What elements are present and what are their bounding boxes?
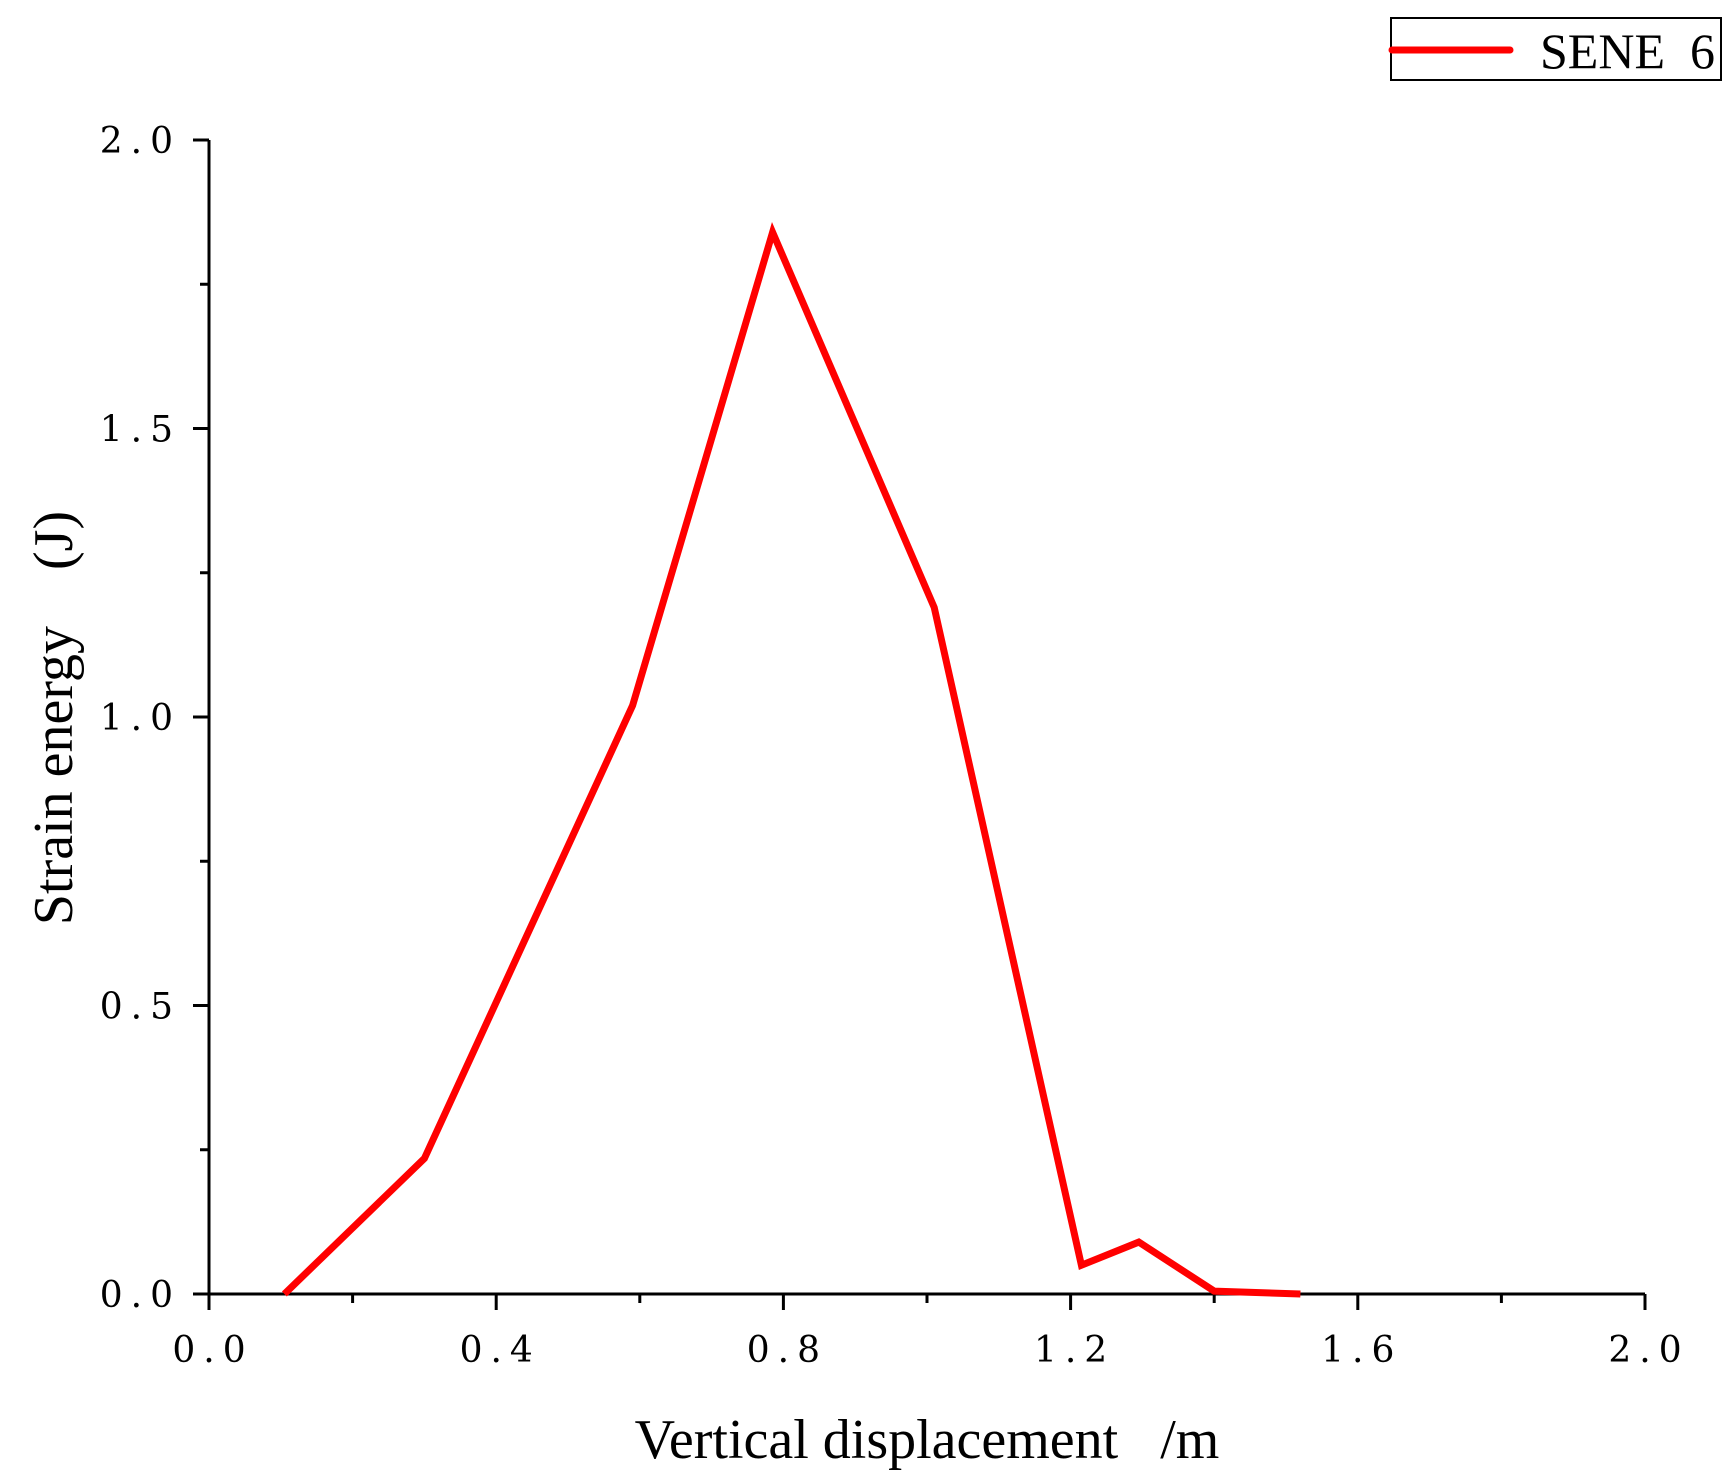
x-tick-label: 0.8 [747,1330,828,1371]
series-line [281,222,1301,1298]
axes [207,140,1645,1296]
x-tick-label: 1.2 [1034,1330,1115,1371]
y-tick-label: 2.0 [100,121,181,162]
x-ticks: 0.0 0.4 0.8 1.2 1.6 2.0 [172,1294,1689,1371]
y-tick-label: 0.0 [100,1275,181,1316]
y-axis-title: Strain energy (J) [23,511,85,925]
x-tick-label: 0.0 [172,1330,253,1371]
y-ticks: 0.0 0.5 1.0 1.5 2.0 [100,121,209,1316]
y-tick-label: 1.5 [100,410,181,451]
y-tick-label: 0.5 [100,987,181,1028]
x-tick-label: 2.0 [1608,1330,1689,1371]
series-layer [281,222,1301,1298]
x-tick-label: 1.6 [1321,1330,1402,1371]
legend: SENE 6 [1388,17,1722,81]
y-tick-label: 1.0 [100,698,181,739]
x-tick-label: 0.4 [460,1330,541,1371]
x-axis-title: Vertical displacement /m [635,1409,1220,1471]
legend-label: SENE 6 [1540,23,1715,79]
